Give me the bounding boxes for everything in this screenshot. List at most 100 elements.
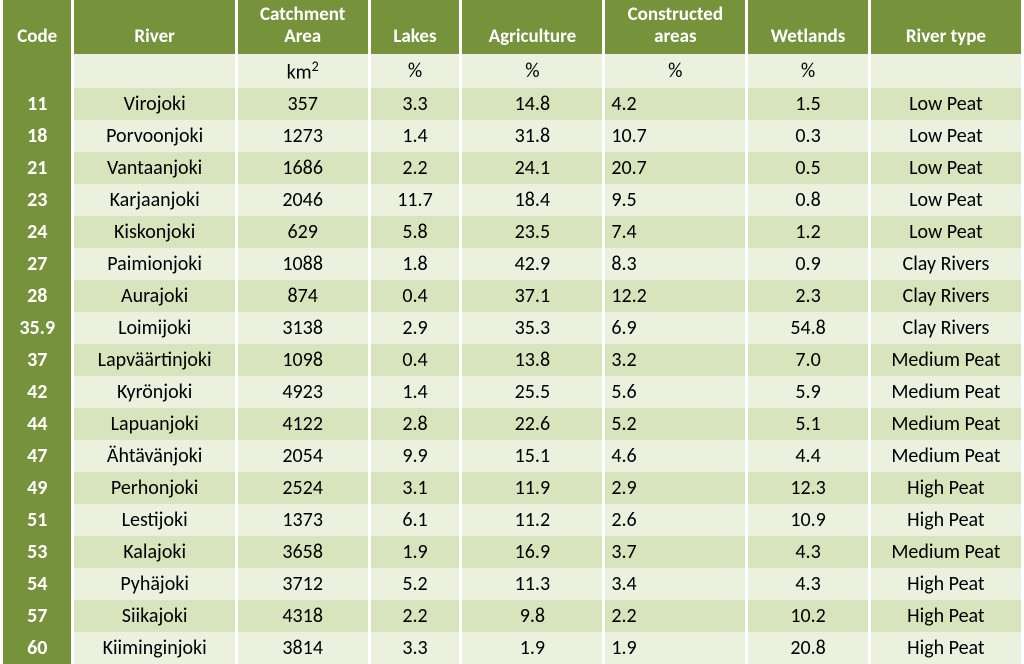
cell-wetlands: 1.5 <box>747 88 870 120</box>
cell-wetlands: 0.5 <box>747 152 870 184</box>
cell-catchment: 2046 <box>236 184 369 216</box>
cell-river: Loimijoki <box>73 312 236 344</box>
cell-wetlands: 20.8 <box>747 632 870 664</box>
cell-agriculture: 31.8 <box>461 120 604 152</box>
cell-agriculture: 18.4 <box>461 184 604 216</box>
cell-constructed: 6.9 <box>604 312 747 344</box>
cell-lakes: 3.1 <box>369 472 461 504</box>
cell-rivertype: Medium Peat <box>869 376 1022 408</box>
unit-rivertype <box>869 54 1022 89</box>
cell-code: 11 <box>2 88 73 120</box>
table-row: 37Lapväärtinjoki10980.413.83.27.0Medium … <box>2 344 1023 376</box>
col-header-constructed: Constructed areas <box>604 0 747 54</box>
table-row: 21Vantaanjoki16862.224.120.70.5Low Peat <box>2 152 1023 184</box>
cell-wetlands: 1.2 <box>747 216 870 248</box>
table-row: 18Porvoonjoki12731.431.810.70.3Low Peat <box>2 120 1023 152</box>
cell-agriculture: 15.1 <box>461 440 604 472</box>
table-row: 24Kiskonjoki6295.823.57.41.2Low Peat <box>2 216 1023 248</box>
cell-lakes: 1.4 <box>369 120 461 152</box>
col-header-code: Code <box>2 0 73 54</box>
cell-constructed: 8.3 <box>604 248 747 280</box>
cell-agriculture: 23.5 <box>461 216 604 248</box>
cell-rivertype: Low Peat <box>869 184 1022 216</box>
unit-constructed: % <box>604 54 747 89</box>
cell-river: Kyrönjoki <box>73 376 236 408</box>
cell-catchment: 3138 <box>236 312 369 344</box>
cell-constructed: 4.6 <box>604 440 747 472</box>
cell-wetlands: 12.3 <box>747 472 870 504</box>
cell-river: Porvoonjoki <box>73 120 236 152</box>
cell-rivertype: Low Peat <box>869 120 1022 152</box>
cell-code: 49 <box>2 472 73 504</box>
table-row: 28Aurajoki8740.437.112.22.3Clay Rivers <box>2 280 1023 312</box>
cell-rivertype: Low Peat <box>869 152 1022 184</box>
cell-catchment: 1373 <box>236 504 369 536</box>
unit-river <box>73 54 236 89</box>
cell-agriculture: 13.8 <box>461 344 604 376</box>
col-header-river: River <box>73 0 236 54</box>
cell-rivertype: Medium Peat <box>869 344 1022 376</box>
table-row: 49Perhonjoki25243.111.92.912.3High Peat <box>2 472 1023 504</box>
table-row: 27Paimionjoki10881.842.98.30.9Clay River… <box>2 248 1023 280</box>
cell-river: Lestijoki <box>73 504 236 536</box>
table-row: 51Lestijoki13736.111.22.610.9High Peat <box>2 504 1023 536</box>
cell-lakes: 11.7 <box>369 184 461 216</box>
cell-code: 60 <box>2 632 73 664</box>
unit-lakes: % <box>369 54 461 89</box>
cell-rivertype: Medium Peat <box>869 408 1022 440</box>
cell-wetlands: 5.9 <box>747 376 870 408</box>
cell-rivertype: Clay Rivers <box>869 280 1022 312</box>
cell-constructed: 2.9 <box>604 472 747 504</box>
table-head: CodeRiverCatchment AreaLakesAgricultureC… <box>2 0 1023 54</box>
cell-catchment: 1273 <box>236 120 369 152</box>
cell-river: Karjaanjoki <box>73 184 236 216</box>
cell-wetlands: 4.3 <box>747 536 870 568</box>
cell-agriculture: 14.8 <box>461 88 604 120</box>
cell-catchment: 2054 <box>236 440 369 472</box>
table-row: 42Kyrönjoki49231.425.55.65.9Medium Peat <box>2 376 1023 408</box>
cell-catchment: 3814 <box>236 632 369 664</box>
cell-lakes: 1.4 <box>369 376 461 408</box>
cell-wetlands: 2.3 <box>747 280 870 312</box>
cell-code: 18 <box>2 120 73 152</box>
cell-rivertype: High Peat <box>869 472 1022 504</box>
cell-lakes: 9.9 <box>369 440 461 472</box>
cell-catchment: 1098 <box>236 344 369 376</box>
unit-agriculture: % <box>461 54 604 89</box>
cell-agriculture: 35.3 <box>461 312 604 344</box>
cell-lakes: 3.3 <box>369 632 461 664</box>
cell-agriculture: 37.1 <box>461 280 604 312</box>
cell-catchment: 2524 <box>236 472 369 504</box>
cell-lakes: 5.8 <box>369 216 461 248</box>
cell-lakes: 1.8 <box>369 248 461 280</box>
unit-wetlands: % <box>747 54 870 89</box>
cell-catchment: 1088 <box>236 248 369 280</box>
table-row: 53Kalajoki36581.916.93.74.3Medium Peat <box>2 536 1023 568</box>
cell-lakes: 0.4 <box>369 344 461 376</box>
cell-code: 24 <box>2 216 73 248</box>
cell-code: 35.9 <box>2 312 73 344</box>
cell-lakes: 2.9 <box>369 312 461 344</box>
cell-rivertype: Low Peat <box>869 216 1022 248</box>
cell-code: 42 <box>2 376 73 408</box>
col-header-wetlands: Wetlands <box>747 0 870 54</box>
cell-catchment: 1686 <box>236 152 369 184</box>
col-header-catchment: Catchment Area <box>236 0 369 54</box>
cell-wetlands: 4.4 <box>747 440 870 472</box>
cell-river: Ähtävänjoki <box>73 440 236 472</box>
cell-rivertype: Low Peat <box>869 88 1022 120</box>
cell-river: Lapuanjoki <box>73 408 236 440</box>
cell-code: 27 <box>2 248 73 280</box>
cell-agriculture: 11.2 <box>461 504 604 536</box>
cell-lakes: 2.8 <box>369 408 461 440</box>
cell-constructed: 5.6 <box>604 376 747 408</box>
cell-wetlands: 10.9 <box>747 504 870 536</box>
cell-river: Aurajoki <box>73 280 236 312</box>
cell-constructed: 3.7 <box>604 536 747 568</box>
cell-catchment: 3712 <box>236 568 369 600</box>
cell-catchment: 874 <box>236 280 369 312</box>
cell-agriculture: 16.9 <box>461 536 604 568</box>
cell-river: Kalajoki <box>73 536 236 568</box>
table-row: 11Virojoki3573.314.84.21.5Low Peat <box>2 88 1023 120</box>
cell-constructed: 3.2 <box>604 344 747 376</box>
